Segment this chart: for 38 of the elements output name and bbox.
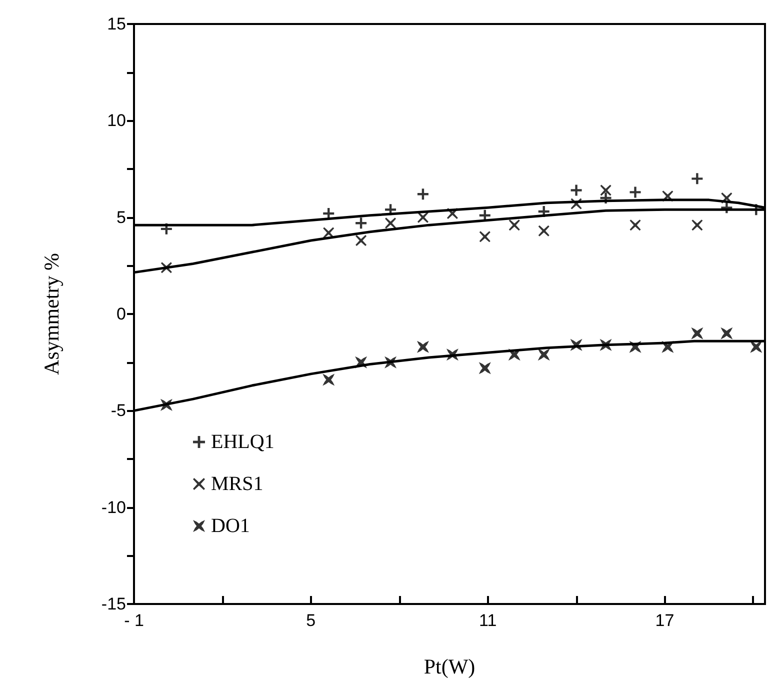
point [630,186,641,198]
point [479,231,490,242]
y-axis-title: Asymmetry % [40,253,64,375]
point [416,340,429,353]
point [417,212,428,223]
point [508,220,520,231]
point [478,362,491,374]
point [323,227,334,238]
y-tick-label: 0 [116,304,126,324]
point [570,184,582,196]
point [692,220,703,231]
point [356,235,367,246]
y-tick-label: -10 [101,498,126,517]
y-tick-label: -15 [101,594,126,614]
y-tick-label: -5 [110,401,126,420]
legend-label: EHLQ1 [211,431,274,453]
point [356,218,367,229]
y-tick-label: 5 [116,208,126,227]
point [720,327,733,340]
point [417,188,428,200]
point [750,340,762,353]
point [692,173,703,184]
x-tick-label: - 1 [124,611,144,630]
y-tick-label: 15 [107,14,126,34]
x-tick-label: 5 [306,611,316,630]
point [630,220,641,231]
point [538,225,550,236]
point [322,374,335,386]
x-tick-label: 17 [655,611,674,630]
point [385,218,396,229]
point [600,184,612,196]
y-tick-label: 10 [107,111,126,130]
x-tick-label: 11 [479,611,497,630]
point [691,327,704,340]
x-axis-title: Pt(W) [424,654,476,678]
point [538,348,550,361]
legend-label: DO1 [211,515,250,537]
legend-label: MRS1 [211,473,264,495]
